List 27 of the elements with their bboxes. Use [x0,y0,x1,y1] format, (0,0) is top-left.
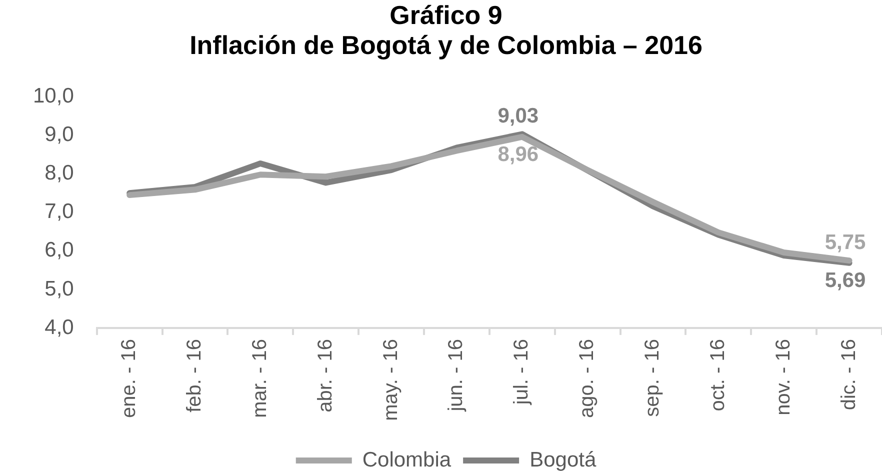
x-tick-label: jul. - 16 [510,339,533,406]
y-tick-label: 8,0 [44,162,74,185]
chart-subtitle: Inflación de Bogotá y de Colombia – 2016 [190,30,702,60]
x-tick-label: nov. - 16 [772,339,794,416]
x-tick-label: jun. - 16 [445,339,468,412]
x-tick-label: dic. - 16 [838,339,860,410]
y-tick-label: 6,0 [44,238,74,262]
y-tick-label: 9,0 [44,123,74,146]
chart-title: Gráfico 9 [390,0,502,30]
legend-label: Colombia [362,448,452,471]
y-tick-label: 5,0 [44,277,74,300]
data-label: 9,03 [498,104,539,128]
legend-label: Bogotá [530,448,596,471]
x-tick-label: may. - 16 [380,339,402,421]
x-tick-label: abr. - 16 [314,339,336,412]
x-tick-label: mar. - 16 [248,339,271,418]
x-tick-label: feb. - 16 [184,339,206,412]
x-tick-label: ene. - 16 [118,339,140,418]
x-tick-label: oct. - 16 [706,339,729,412]
data-label: 5,69 [824,269,866,292]
y-tick-label: 10,0 [32,84,74,108]
x-tick-label: sep. - 16 [642,339,664,417]
x-tick-label: ago. - 16 [576,339,598,418]
data-label: 8,96 [498,143,539,166]
y-tick-label: 7,0 [44,200,74,224]
data-label: 5,75 [824,230,866,254]
y-tick-label: 4,0 [44,316,74,339]
